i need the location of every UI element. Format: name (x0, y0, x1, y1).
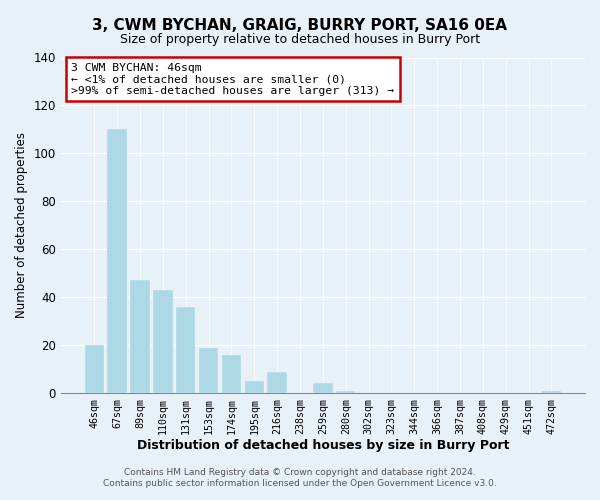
Text: Size of property relative to detached houses in Burry Port: Size of property relative to detached ho… (120, 32, 480, 46)
Bar (336, 390, 355, 393)
Bar (199, 348, 218, 393)
Bar (313, 384, 332, 393)
Bar (107, 130, 127, 393)
Bar (542, 390, 561, 393)
Bar (268, 372, 287, 393)
X-axis label: Distribution of detached houses by size in Burry Port: Distribution of detached houses by size … (137, 440, 509, 452)
Text: 3 CWM BYCHAN: 46sqm
← <1% of detached houses are smaller (0)
>99% of semi-detach: 3 CWM BYCHAN: 46sqm ← <1% of detached ho… (71, 62, 394, 96)
Bar (85, 345, 104, 393)
Text: 3, CWM BYCHAN, GRAIG, BURRY PORT, SA16 0EA: 3, CWM BYCHAN, GRAIG, BURRY PORT, SA16 0… (92, 18, 508, 32)
Text: Contains HM Land Registry data © Crown copyright and database right 2024.
Contai: Contains HM Land Registry data © Crown c… (103, 468, 497, 487)
Bar (176, 307, 196, 393)
Bar (245, 381, 264, 393)
Bar (222, 354, 241, 393)
Y-axis label: Number of detached properties: Number of detached properties (15, 132, 28, 318)
Bar (153, 290, 173, 393)
Bar (130, 280, 150, 393)
